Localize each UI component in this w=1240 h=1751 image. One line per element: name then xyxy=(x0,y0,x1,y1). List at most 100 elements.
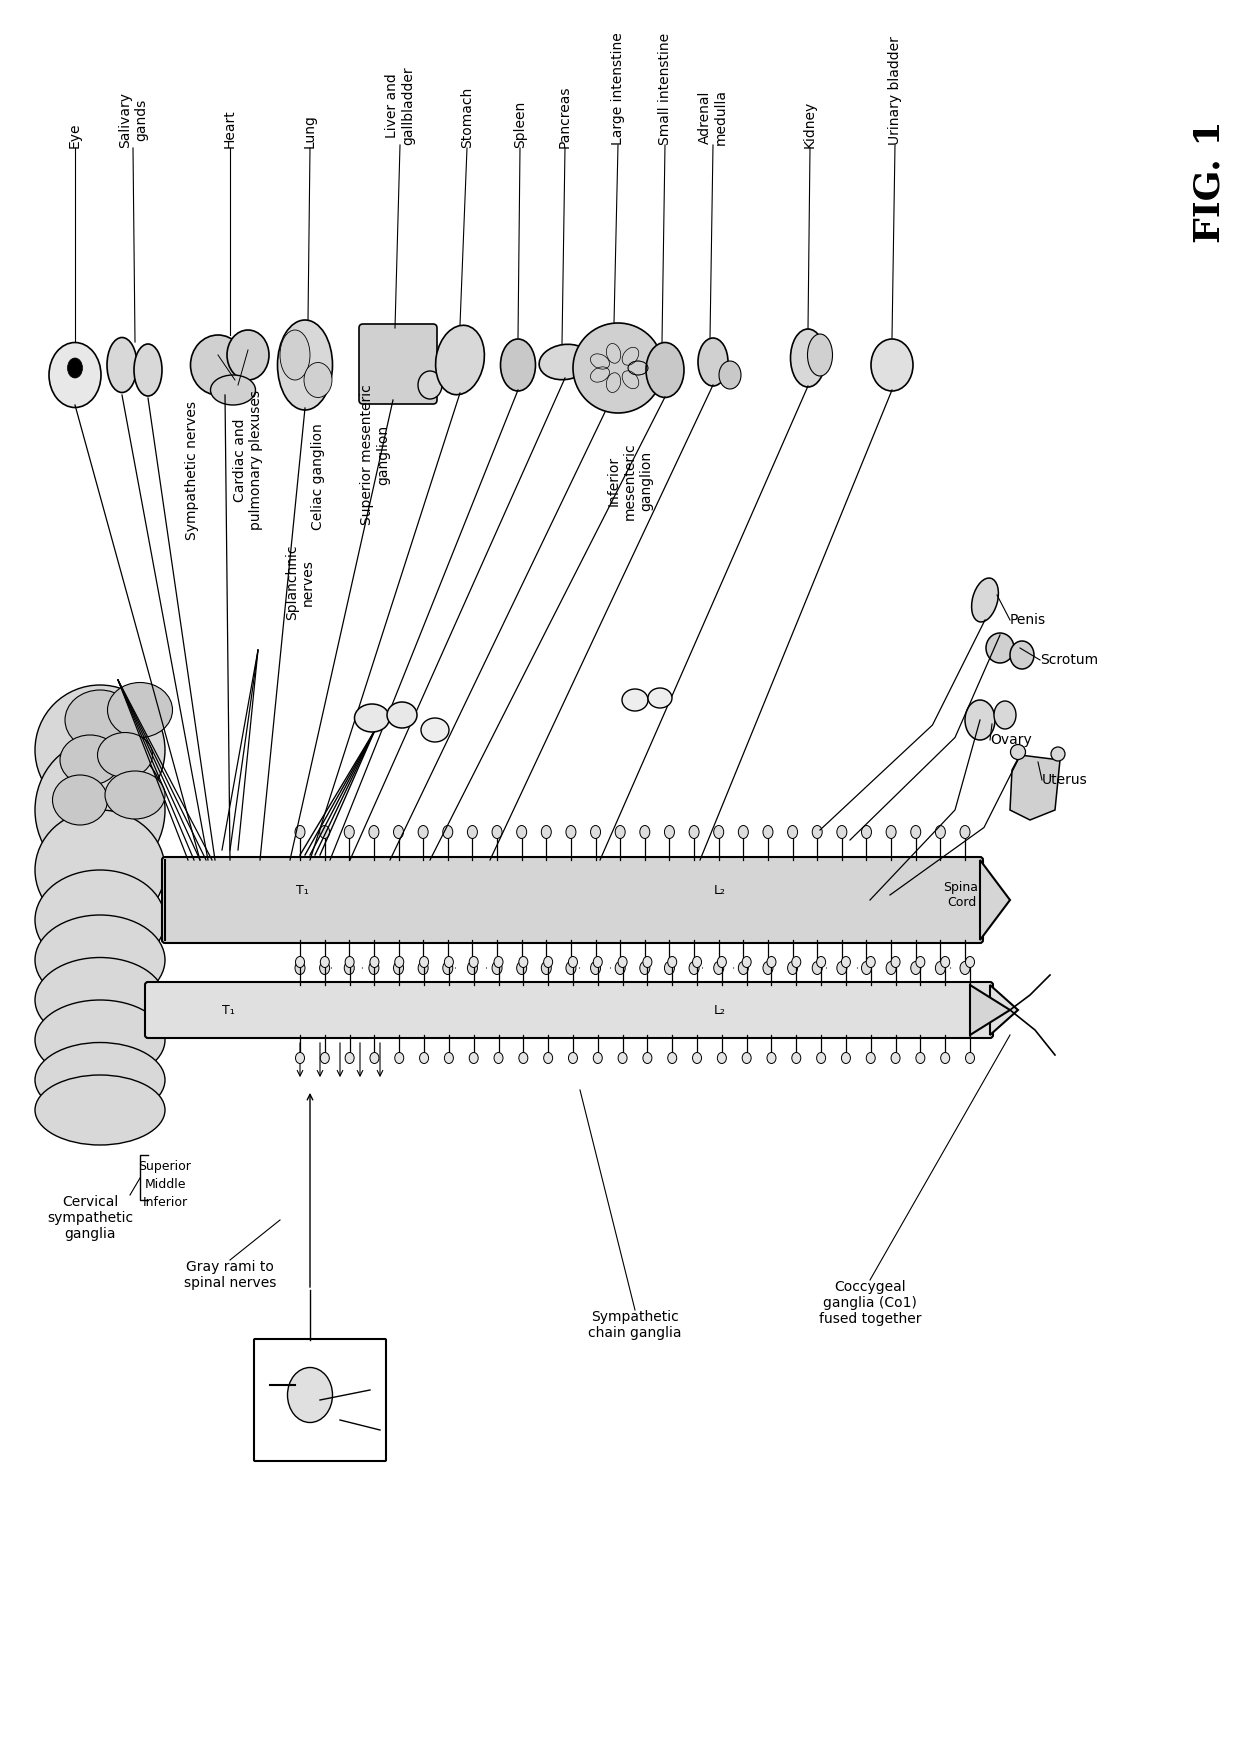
Ellipse shape xyxy=(892,1052,900,1063)
Text: Scrotum: Scrotum xyxy=(1040,653,1099,667)
Ellipse shape xyxy=(542,961,552,975)
Ellipse shape xyxy=(935,825,945,839)
Ellipse shape xyxy=(941,1052,950,1063)
Ellipse shape xyxy=(469,956,479,968)
Ellipse shape xyxy=(393,961,403,975)
Ellipse shape xyxy=(295,961,305,975)
Ellipse shape xyxy=(422,718,449,742)
Ellipse shape xyxy=(345,1052,355,1063)
Ellipse shape xyxy=(837,961,847,975)
Ellipse shape xyxy=(867,956,875,968)
Ellipse shape xyxy=(418,371,441,399)
Text: Sympathetic nerves: Sympathetic nerves xyxy=(185,401,198,539)
Ellipse shape xyxy=(622,688,649,711)
Text: Inferior
mesenteric
ganglion: Inferior mesenteric ganglion xyxy=(606,443,653,520)
Ellipse shape xyxy=(387,702,417,728)
Ellipse shape xyxy=(837,825,847,839)
Ellipse shape xyxy=(791,329,826,387)
Ellipse shape xyxy=(98,732,153,777)
Ellipse shape xyxy=(492,961,502,975)
Ellipse shape xyxy=(743,1052,751,1063)
Ellipse shape xyxy=(615,961,625,975)
Ellipse shape xyxy=(763,825,773,839)
Ellipse shape xyxy=(960,825,970,839)
Polygon shape xyxy=(1011,755,1060,819)
Ellipse shape xyxy=(966,1052,975,1063)
Ellipse shape xyxy=(60,735,120,784)
Ellipse shape xyxy=(518,1052,528,1063)
Ellipse shape xyxy=(862,825,872,839)
Text: Liver and
gallbladder: Liver and gallbladder xyxy=(384,67,415,145)
Text: Lung: Lung xyxy=(303,114,317,149)
FancyBboxPatch shape xyxy=(254,1340,386,1460)
Text: Adrenal
medulla: Adrenal medulla xyxy=(698,89,728,145)
FancyBboxPatch shape xyxy=(162,856,983,944)
Ellipse shape xyxy=(494,1052,503,1063)
Ellipse shape xyxy=(35,741,165,881)
Ellipse shape xyxy=(792,956,801,968)
Ellipse shape xyxy=(887,961,897,975)
Ellipse shape xyxy=(718,956,727,968)
Ellipse shape xyxy=(492,825,502,839)
Ellipse shape xyxy=(50,343,100,408)
Ellipse shape xyxy=(870,340,913,390)
Text: Superior: Superior xyxy=(139,1159,191,1173)
Ellipse shape xyxy=(543,1052,553,1063)
FancyBboxPatch shape xyxy=(145,982,993,1038)
Ellipse shape xyxy=(986,634,1014,664)
Ellipse shape xyxy=(994,700,1016,728)
Ellipse shape xyxy=(787,961,797,975)
Ellipse shape xyxy=(320,1052,330,1063)
Ellipse shape xyxy=(665,961,675,975)
Ellipse shape xyxy=(227,329,269,380)
Ellipse shape xyxy=(807,334,832,376)
Ellipse shape xyxy=(642,956,652,968)
Ellipse shape xyxy=(618,956,627,968)
Ellipse shape xyxy=(965,700,994,741)
Text: Gray rami to
spinal nerves: Gray rami to spinal nerves xyxy=(184,1261,277,1290)
Ellipse shape xyxy=(35,811,165,930)
Ellipse shape xyxy=(738,961,748,975)
Ellipse shape xyxy=(692,956,702,968)
Ellipse shape xyxy=(295,1052,305,1063)
Ellipse shape xyxy=(787,825,797,839)
Ellipse shape xyxy=(763,961,773,975)
Text: Splanchnic
nerves: Splanchnic nerves xyxy=(285,545,315,620)
Text: L₂: L₂ xyxy=(714,884,725,897)
Text: Sympathetic
chain ganglia: Sympathetic chain ganglia xyxy=(588,1310,682,1340)
Ellipse shape xyxy=(539,345,591,380)
Ellipse shape xyxy=(444,1052,454,1063)
Text: T₁: T₁ xyxy=(222,1003,234,1017)
Ellipse shape xyxy=(817,956,826,968)
Ellipse shape xyxy=(542,825,552,839)
Ellipse shape xyxy=(105,770,165,819)
Ellipse shape xyxy=(517,825,527,839)
Ellipse shape xyxy=(738,825,748,839)
Ellipse shape xyxy=(689,825,699,839)
Ellipse shape xyxy=(278,320,332,410)
Ellipse shape xyxy=(320,961,330,975)
Text: Cervical
sympathetic
ganglia: Cervical sympathetic ganglia xyxy=(47,1194,133,1241)
Ellipse shape xyxy=(494,956,503,968)
Ellipse shape xyxy=(108,683,172,737)
Ellipse shape xyxy=(916,956,925,968)
Ellipse shape xyxy=(304,362,332,397)
Ellipse shape xyxy=(393,825,403,839)
Ellipse shape xyxy=(887,825,897,839)
Text: Eye: Eye xyxy=(68,123,82,149)
Ellipse shape xyxy=(191,334,246,396)
Ellipse shape xyxy=(966,956,975,968)
Ellipse shape xyxy=(435,326,485,394)
Text: Heart: Heart xyxy=(223,109,237,149)
Ellipse shape xyxy=(467,825,477,839)
Ellipse shape xyxy=(345,956,355,968)
Ellipse shape xyxy=(295,825,305,839)
Ellipse shape xyxy=(615,825,625,839)
Ellipse shape xyxy=(418,961,428,975)
Text: Penis: Penis xyxy=(1011,613,1047,627)
Text: FIG. 1: FIG. 1 xyxy=(1193,121,1228,243)
Ellipse shape xyxy=(370,956,379,968)
Text: Middle: Middle xyxy=(144,1178,186,1191)
Ellipse shape xyxy=(35,870,165,970)
Text: Superior mesenteric
ganglion: Superior mesenteric ganglion xyxy=(360,383,391,525)
